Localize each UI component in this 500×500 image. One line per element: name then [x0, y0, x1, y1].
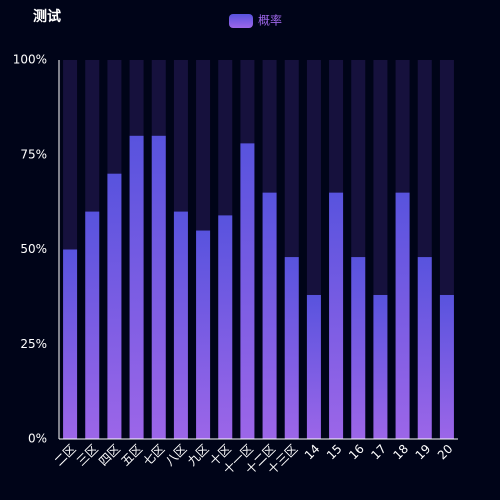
bar	[351, 257, 366, 439]
x-tick-label: 20	[435, 442, 456, 463]
bar	[439, 294, 454, 439]
bar	[373, 294, 388, 439]
y-tick-label: 25%	[20, 337, 47, 351]
x-tick-label: 四区	[96, 442, 123, 469]
bar	[240, 143, 255, 439]
bar	[284, 257, 299, 439]
bar	[107, 173, 122, 439]
x-tick-label: 七区	[140, 442, 167, 469]
x-tick-label: 五区	[118, 442, 145, 469]
x-tick-label: 15	[324, 442, 345, 463]
bar	[173, 211, 188, 439]
x-tick-label: 八区	[163, 442, 190, 469]
y-tick-label: 50%	[20, 242, 47, 256]
bar	[63, 249, 78, 439]
bar	[196, 230, 211, 439]
y-tick-label: 0%	[28, 432, 47, 446]
legend-swatch	[229, 14, 253, 28]
bar	[395, 192, 410, 439]
bar	[262, 192, 277, 439]
x-tick-label: 九区	[185, 442, 212, 469]
bar	[329, 192, 344, 439]
y-tick-label: 100%	[13, 53, 47, 67]
bar	[417, 257, 432, 439]
bar	[151, 135, 166, 440]
y-tick-label: 75%	[20, 147, 47, 161]
x-tick-label: 18	[390, 442, 411, 463]
x-tick-label: 二区	[52, 442, 79, 469]
x-tick-label: 三区	[74, 442, 101, 469]
bar	[218, 215, 233, 439]
x-tick-label: 14	[302, 442, 323, 463]
x-tick-label: 19	[413, 442, 434, 463]
bar	[129, 135, 144, 440]
legend-label: 概率	[258, 13, 282, 28]
x-tick-label: 16	[346, 442, 367, 463]
chart-title: 测试	[33, 8, 61, 25]
x-tick-label: 17	[368, 442, 389, 463]
bar	[85, 211, 100, 439]
bar	[306, 294, 321, 439]
